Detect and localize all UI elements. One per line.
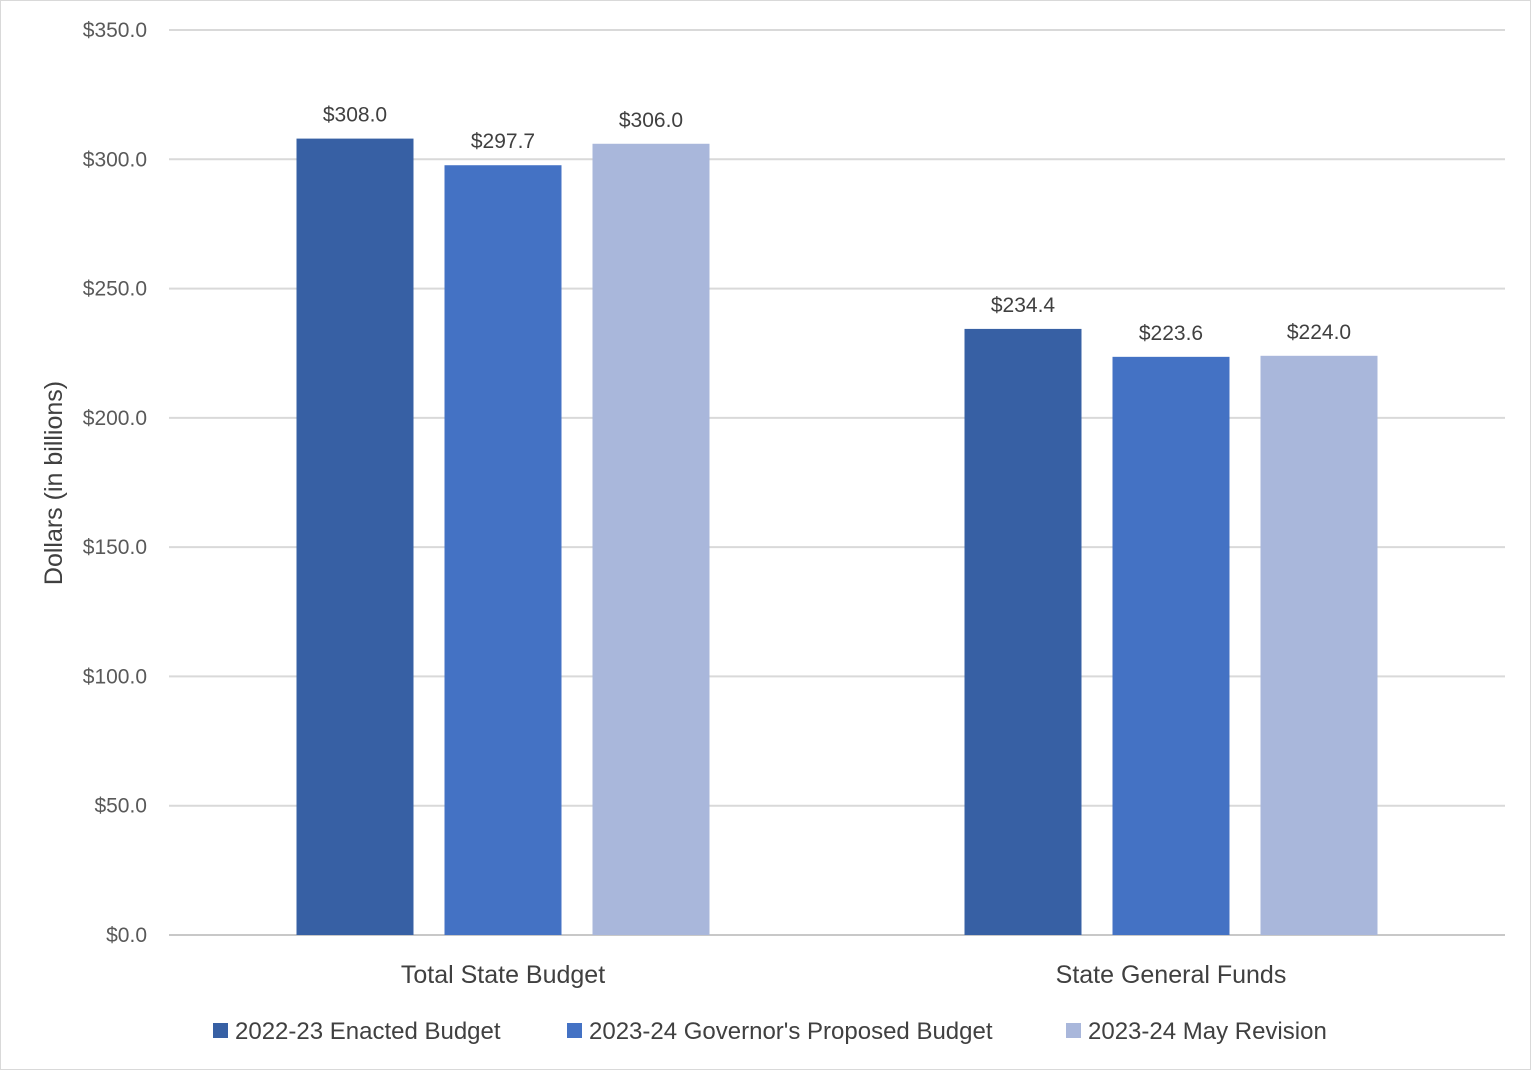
category-label: State General Funds [1056,961,1287,989]
data-label: $308.0 [323,104,387,127]
y-tick-label: $300.0 [83,148,147,171]
legend-item: 2022-23 Enacted Budget [213,1018,501,1045]
legend-label: 2023-24 Governor's Proposed Budget [589,1018,993,1045]
legend-label: 2022-23 Enacted Budget [235,1018,501,1045]
y-tick-label: $150.0 [83,536,147,559]
data-label: $234.4 [991,294,1056,317]
y-tick-label: $50.0 [94,795,147,818]
y-axis-tick-labels: $0.0 $50.0 $100.0 $150.0 $200.0 $250.0 $300.0 $… [83,19,147,947]
data-label: $224.0 [1287,321,1351,344]
y-axis-title: Dollars (in billions) [40,381,68,585]
category-label: Total State Budget [401,961,605,989]
data-label: $297.7 [471,130,535,153]
legend-swatch [1066,1023,1081,1038]
category-labels: Total State Budget State General Funds [401,961,1287,989]
y-tick-label: $350.0 [83,19,147,42]
y-tick-label: $200.0 [83,407,147,430]
legend-item: 2023-24 Governor's Proposed Budget [567,1018,993,1045]
y-tick-label: $0.0 [106,924,147,947]
bar [444,165,562,936]
bars [296,138,1378,936]
legend-swatch [213,1023,228,1038]
bar [964,328,1082,935]
legend: 2022-23 Enacted Budget 2023-24 Governor's… [213,1018,1327,1045]
bar [296,138,414,936]
bar [592,143,710,935]
legend-label: 2023-24 May Revision [1088,1018,1327,1045]
legend-swatch [567,1023,582,1038]
data-label: $223.6 [1139,322,1203,345]
legend-item: 2023-24 May Revision [1066,1018,1327,1045]
bar [1260,355,1378,935]
data-labels: $308.0 $297.7 $306.0 $234.4 $223.6 $224.0 [323,104,1351,345]
y-tick-label: $250.0 [83,278,147,301]
data-label: $306.0 [619,109,683,132]
bar [1112,356,1230,935]
y-tick-label: $100.0 [83,665,147,688]
